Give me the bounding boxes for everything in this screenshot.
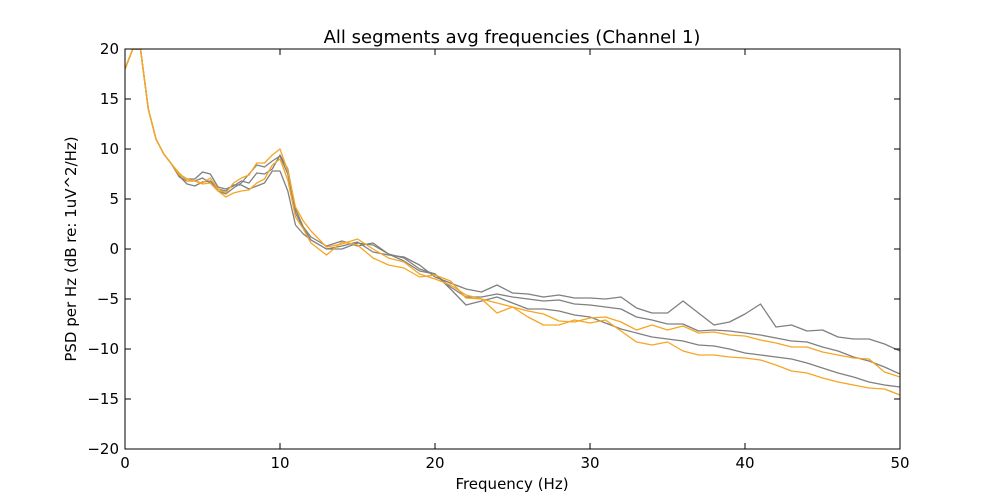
series-line-5 bbox=[125, 49, 900, 396]
y-tick-label: −20 bbox=[87, 440, 119, 458]
x-tick-label: 40 bbox=[735, 454, 754, 472]
y-tick-label: 0 bbox=[109, 240, 119, 258]
x-tick-label: 50 bbox=[890, 454, 909, 472]
y-tick-label: 10 bbox=[100, 140, 119, 158]
x-tick-label: 10 bbox=[270, 454, 289, 472]
y-tick-label: 5 bbox=[109, 190, 119, 208]
series-line-2 bbox=[125, 49, 900, 388]
y-tick-label: 20 bbox=[100, 40, 119, 58]
series-line-4 bbox=[125, 49, 900, 378]
x-tick-label: 0 bbox=[120, 454, 130, 472]
x-tick-label: 20 bbox=[425, 454, 444, 472]
x-tick-label: 30 bbox=[580, 454, 599, 472]
series-layer bbox=[125, 49, 900, 396]
y-tick-label: −10 bbox=[87, 340, 119, 358]
chart-title: All segments avg frequencies (Channel 1) bbox=[324, 27, 701, 48]
series-line-3 bbox=[125, 49, 900, 352]
y-tick-label: 15 bbox=[100, 90, 119, 108]
series-line-1 bbox=[125, 49, 900, 375]
plot-frame bbox=[124, 48, 901, 450]
y-tick-label: −5 bbox=[97, 290, 119, 308]
x-axis-label: Frequency (Hz) bbox=[455, 475, 568, 493]
y-tick-label: −15 bbox=[87, 390, 119, 408]
y-axis-label: PSD per Hz (dB re: 1uV^2/Hz) bbox=[62, 136, 80, 361]
